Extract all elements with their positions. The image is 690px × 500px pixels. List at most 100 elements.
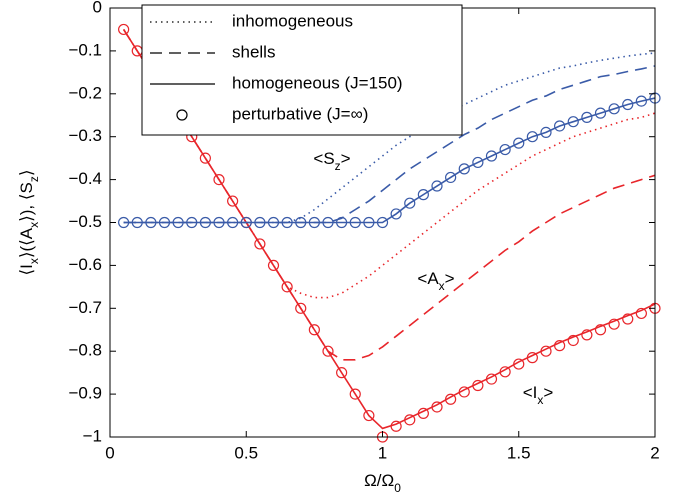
annotation: <Sz> xyxy=(313,149,350,173)
marker xyxy=(363,216,375,229)
marker xyxy=(540,345,552,357)
marker xyxy=(581,111,593,123)
y-tick-label: −0.6 xyxy=(68,255,102,274)
x-axis-label-part: Ω/Ω xyxy=(364,471,394,490)
line xyxy=(123,97,656,224)
y-tick-label: −0.2 xyxy=(68,83,102,102)
marker xyxy=(554,120,566,132)
marker xyxy=(227,195,239,207)
marker xyxy=(472,379,484,392)
marker xyxy=(417,189,429,201)
marker xyxy=(526,352,538,364)
y-axis-label-part: ⟩), ⟨S xyxy=(17,182,36,222)
marker xyxy=(172,216,184,229)
x-tick-label: 0.5 xyxy=(234,443,258,462)
marker xyxy=(635,95,647,107)
marker xyxy=(158,216,171,229)
y-axis-label: ⟨Ix⟩(⟨Ax⟩), ⟨Sz⟩ xyxy=(17,170,41,276)
annotation-part: > xyxy=(341,149,351,168)
marker xyxy=(363,409,375,422)
line xyxy=(122,29,656,361)
marker xyxy=(499,143,511,156)
marker xyxy=(199,152,211,164)
annotation-part: x xyxy=(537,393,543,407)
marker xyxy=(254,238,266,250)
y-axis-label-part: ⟩(⟨A xyxy=(17,227,36,258)
marker xyxy=(390,420,402,432)
marker xyxy=(118,23,130,36)
marker xyxy=(267,216,280,229)
marker xyxy=(431,180,443,192)
marker xyxy=(322,345,334,357)
marker xyxy=(199,216,211,229)
marker xyxy=(308,216,320,229)
marker xyxy=(281,216,293,229)
marker xyxy=(567,116,579,128)
x-tick-label: 1 xyxy=(378,443,387,462)
marker xyxy=(254,216,266,229)
line xyxy=(123,65,656,224)
y-tick-label: −0.9 xyxy=(68,384,102,403)
marker xyxy=(295,216,307,229)
annotation: <Ax> xyxy=(417,269,454,293)
y-axis-label-part: z xyxy=(27,176,41,182)
marker xyxy=(581,329,593,341)
marker xyxy=(594,324,607,336)
legend-label: inhomogeneous xyxy=(232,11,353,30)
annotation-part: <I xyxy=(523,383,538,402)
marker xyxy=(499,366,511,378)
legend-box xyxy=(141,4,463,136)
marker xyxy=(417,407,429,420)
marker xyxy=(308,324,320,336)
marker xyxy=(540,126,552,139)
y-tick-label: 0 xyxy=(93,0,102,16)
y-tick-label: −0.3 xyxy=(68,126,102,145)
marker xyxy=(213,216,225,229)
y-tick-label: −0.4 xyxy=(68,169,102,188)
annotation-part: > xyxy=(445,269,455,288)
marker xyxy=(458,163,470,175)
y-tick-label: −0.7 xyxy=(68,298,102,317)
marker xyxy=(458,386,470,398)
legend-label: perturbative (J=∞) xyxy=(232,104,368,123)
marker xyxy=(404,197,416,209)
marker xyxy=(390,208,402,220)
y-axis-label-part: ⟨I xyxy=(17,264,36,275)
annotation-part: <S xyxy=(313,149,334,168)
y-tick-label: −0.1 xyxy=(68,40,102,59)
y-tick-label: −0.5 xyxy=(68,212,102,231)
marker xyxy=(131,216,143,229)
annotation-part: z xyxy=(335,159,341,173)
marker xyxy=(376,216,389,229)
x-tick-label: 0 xyxy=(105,443,114,462)
marker xyxy=(594,107,607,119)
marker xyxy=(608,318,620,330)
y-tick-label: −0.8 xyxy=(68,341,102,360)
annotation-part: > xyxy=(543,383,553,402)
marker xyxy=(485,150,498,162)
marker xyxy=(336,216,348,229)
annotation: <Ix> xyxy=(523,383,554,407)
marker xyxy=(513,137,525,149)
annotation-part: x xyxy=(439,279,445,293)
marker xyxy=(281,281,293,293)
x-axis-label-part: 0 xyxy=(394,481,401,495)
legend-label: shells xyxy=(232,42,275,61)
legend-marker xyxy=(176,109,188,121)
legend-label: homogeneous (J=150) xyxy=(232,73,403,92)
marker xyxy=(472,156,484,169)
marker xyxy=(295,302,307,314)
y-tick-label: −1 xyxy=(83,426,102,445)
marker xyxy=(635,307,647,320)
marker xyxy=(227,216,239,229)
marker xyxy=(622,313,634,325)
marker xyxy=(322,216,334,229)
marker xyxy=(240,216,252,229)
y-axis-label-part: x xyxy=(27,258,41,264)
marker xyxy=(567,334,579,347)
marker xyxy=(445,393,457,405)
y-axis-label-part: x xyxy=(27,222,41,228)
x-tick-label: 1.5 xyxy=(507,443,531,462)
marker xyxy=(145,216,157,229)
